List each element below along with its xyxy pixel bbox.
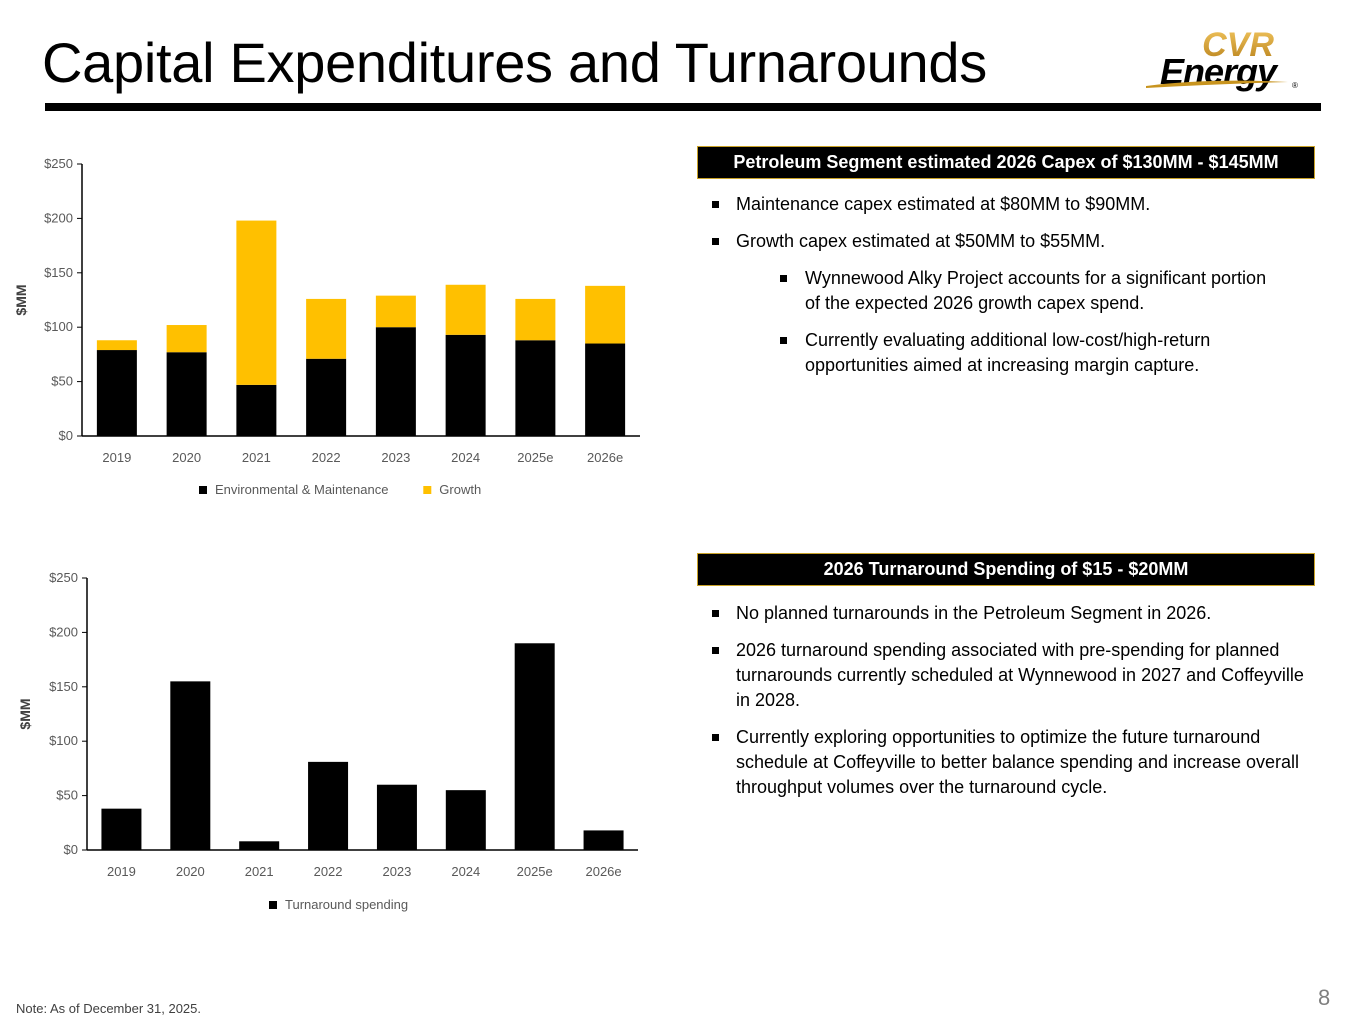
bar-segment (585, 285, 626, 344)
bar-segment (583, 830, 624, 850)
y-tick-label: $200 (44, 210, 73, 225)
x-tick-label: 2025e (517, 864, 553, 879)
page-number: 8 (1318, 985, 1331, 1010)
x-tick-label: 2024 (451, 450, 480, 465)
legend-label: Turnaround spending (285, 897, 408, 912)
y-tick-label: $150 (44, 265, 73, 280)
logo-mark: ® (1292, 81, 1298, 90)
x-tick-label: 2024 (451, 864, 480, 879)
capex-bullet: Maintenance capex estimated at $80MM to … (709, 192, 1309, 217)
x-tick-label: 2020 (176, 864, 205, 879)
bar-segment (170, 681, 211, 850)
turnaround-panel-header: 2026 Turnaround Spending of $15 - $20MM (697, 553, 1315, 586)
x-tick-label: 2021 (242, 450, 271, 465)
capex-panel-header: Petroleum Segment estimated 2026 Capex o… (697, 146, 1315, 179)
bar-segment (515, 340, 556, 436)
x-tick-label: 2023 (382, 864, 411, 879)
bar-segment (96, 350, 137, 436)
y-tick-label: $250 (44, 156, 73, 171)
x-tick-label: 2022 (314, 864, 343, 879)
y-tick-label: $50 (51, 374, 73, 389)
y-tick-label: $50 (56, 788, 78, 803)
x-tick-label: 2019 (102, 450, 131, 465)
legend-swatch (423, 486, 432, 494)
bar-segment (375, 327, 416, 436)
y-tick-label: $0 (59, 428, 73, 443)
capex-bullet-list: Maintenance capex estimated at $80MM to … (709, 192, 1309, 390)
x-tick-label: 2020 (172, 450, 201, 465)
x-tick-label: 2026e (585, 864, 621, 879)
bar-segment (308, 761, 349, 850)
x-tick-label: 2023 (381, 450, 410, 465)
turnaround-bullet: No planned turnarounds in the Petroleum … (709, 601, 1309, 626)
legend-swatch (269, 901, 277, 909)
bar-segment (375, 295, 416, 328)
y-axis-label: $MM (13, 284, 29, 315)
bar-segment (236, 220, 277, 385)
bar-segment (96, 340, 137, 351)
logo-swoosh (1146, 80, 1288, 88)
bar-segment (445, 284, 486, 335)
x-tick-label: 2026e (587, 450, 623, 465)
x-tick-label: 2019 (107, 864, 136, 879)
legend-label: Growth (439, 482, 481, 497)
bar-segment (166, 352, 207, 436)
bar-segment (306, 358, 347, 436)
y-axis-label: $MM (17, 698, 33, 729)
turnaround-bullet: 2026 turnaround spending associated with… (709, 638, 1309, 713)
bar-segment (585, 343, 626, 436)
y-tick-label: $150 (49, 679, 78, 694)
turnaround-chart: $0 $50 $100 $150 $200 $250 2019 2020 2021 2022 202… (17, 570, 638, 912)
y-tick-label: $100 (49, 733, 78, 748)
bar-segment (239, 841, 280, 850)
turnaround-bullet: Currently exploring opportunities to opt… (709, 725, 1309, 800)
bar-segment (376, 784, 417, 850)
capex-chart: $0 $50 $100 $150 $200 $250 2019 2020 2021 2022 202… (13, 156, 640, 497)
logo-top-text: CVR (1202, 26, 1274, 64)
footnote: Note: As of December 31, 2025. (16, 1001, 201, 1016)
capex-sub-bullet: Wynnewood Alky Project accounts for a si… (777, 266, 1285, 316)
cvr-energy-logo: CVR Energy ® (1146, 26, 1298, 92)
bar-segment (515, 298, 556, 341)
capex-sub-bullet: Currently evaluating additional low-cost… (777, 328, 1285, 378)
y-tick-label: $250 (49, 570, 78, 585)
bar-segment (236, 384, 277, 436)
capex-bullet: Growth capex estimated at $50MM to $55MM… (709, 229, 1309, 254)
bar-segment (514, 643, 555, 850)
legend-label: Environmental & Maintenance (215, 482, 388, 497)
y-tick-label: $200 (49, 624, 78, 639)
page-title: Capital Expenditures and Turnarounds (42, 31, 987, 94)
bar-segment (445, 334, 486, 436)
x-tick-label: 2025e (517, 450, 553, 465)
bar-segment (306, 298, 347, 359)
legend-swatch (199, 486, 207, 494)
x-tick-label: 2022 (312, 450, 341, 465)
y-tick-label: $100 (44, 319, 73, 334)
y-tick-label: $0 (64, 842, 78, 857)
bar-segment (166, 325, 207, 353)
bar-segment (445, 790, 486, 850)
bar-segment (101, 808, 142, 850)
turnaround-bullet-list: No planned turnarounds in the Petroleum … (709, 601, 1309, 812)
title-rule (45, 103, 1321, 111)
x-tick-label: 2021 (245, 864, 274, 879)
